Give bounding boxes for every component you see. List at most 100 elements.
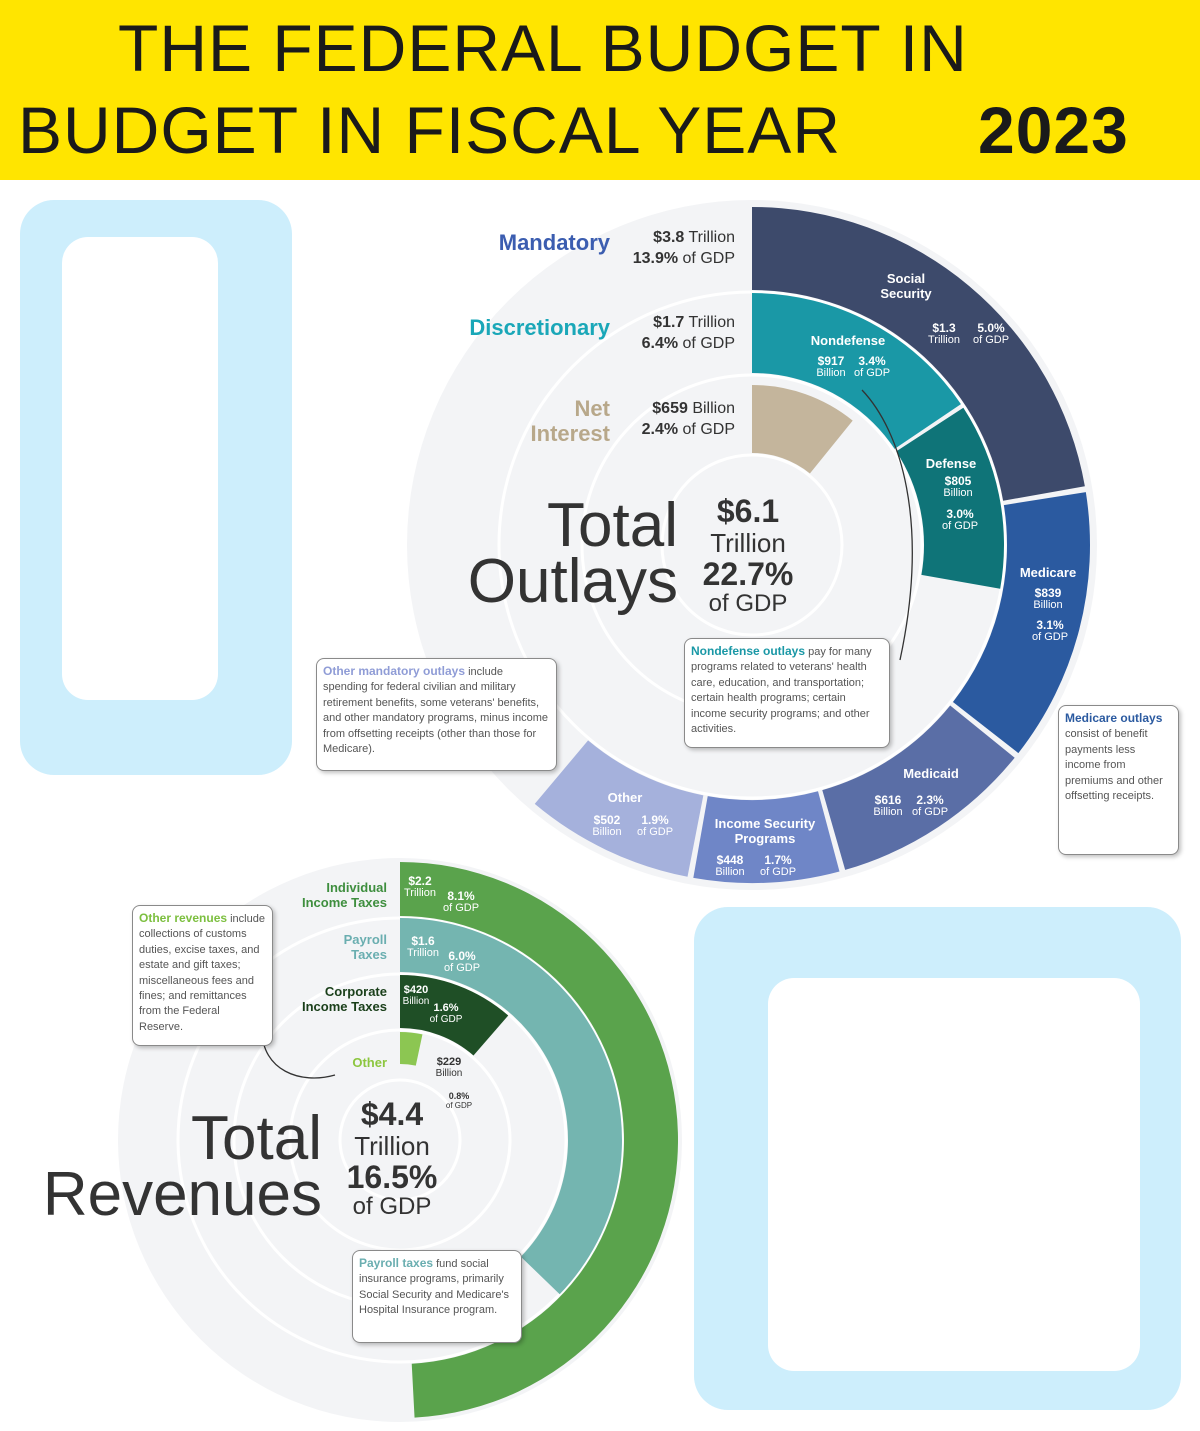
value: $839 — [1034, 586, 1062, 600]
segment-name: Other — [607, 790, 643, 805]
ring-segment — [400, 975, 509, 1056]
ring-segment — [896, 407, 1005, 589]
value: $1.6 — [411, 934, 435, 948]
value: 3.0% — [946, 507, 974, 521]
value: 1.6% — [433, 1002, 459, 1014]
value-unit: Billion — [435, 1068, 463, 1079]
segment-name: Medicare — [1019, 565, 1077, 580]
value-unit: Billion — [402, 996, 430, 1007]
note-title: Payroll taxes — [359, 1256, 434, 1270]
total-label: Outlays — [467, 547, 678, 616]
note-box: Other revenues include collections of cu… — [132, 905, 273, 1046]
value-block: 0.8% of GDP — [446, 1092, 472, 1110]
value: 5.0% — [977, 321, 1005, 335]
value-unit: Trillion — [928, 334, 960, 346]
value-unit: of GDP — [682, 249, 735, 267]
ring-segment — [752, 385, 853, 474]
value: $420 — [403, 984, 429, 996]
total-value: Trillion — [710, 528, 786, 558]
value-block: 3.4% of GDP — [854, 355, 890, 379]
value: 6.0% — [448, 949, 476, 963]
value-block: $616 Billion — [873, 794, 902, 818]
value-unit: of GDP — [443, 962, 481, 974]
total-value: 22.7% — [702, 556, 794, 592]
value: 1.7% — [764, 853, 792, 867]
value: $805 — [944, 474, 972, 488]
value: $616 — [874, 793, 902, 807]
header: THE FEDERAL BUDGET IN BUDGET IN FISCAL Y… — [0, 0, 1200, 180]
value-unit: Trillion — [688, 314, 735, 331]
value-unit: Trillion — [404, 887, 436, 899]
segment-name: Medicaid — [903, 766, 959, 781]
note-box: Nondefense outlays pay for many programs… — [684, 638, 890, 748]
value: $1.3 — [932, 321, 956, 335]
note-text: consist of benefit payments less income … — [1065, 728, 1163, 802]
ring-segment — [693, 791, 840, 883]
value: $917 — [817, 354, 845, 368]
ring-segment — [822, 705, 1015, 870]
segment-name: Defense — [925, 456, 977, 471]
value-unit: of GDP — [636, 826, 674, 838]
value-block: $1.3 Trillion — [928, 322, 960, 346]
note-text: fund social insurance programs, primaril… — [359, 1258, 510, 1317]
value-block: $2.2 Trillion — [404, 875, 436, 899]
value: $229 — [436, 1056, 462, 1068]
value: 0.8% — [448, 1091, 470, 1101]
value-block: $448 Billion — [715, 854, 744, 878]
value-unit: of GDP — [445, 1101, 473, 1110]
total-value: Trillion — [354, 1131, 430, 1161]
value-unit: Billion — [1033, 599, 1063, 611]
total-value: of GDP — [352, 1193, 432, 1220]
value-block: $229 Billion — [436, 1057, 463, 1079]
segment-name: Mandatory — [498, 230, 610, 255]
value-unit: Billion — [715, 866, 745, 878]
value-block: 3.0% of GDP — [942, 508, 978, 532]
value-block: $839 Billion — [1033, 587, 1062, 611]
note-text: pay for many programs related to veteran… — [691, 646, 872, 735]
ring-segment — [400, 918, 622, 1295]
value-block: $420 Billion — [403, 985, 430, 1007]
total-label: Total — [547, 491, 678, 560]
value-block: $917 Billion — [816, 355, 845, 379]
value: $1.7 — [653, 314, 685, 331]
value-block: 8.1% of GDP — [443, 890, 479, 914]
note-box: Other mandatory outlays include spending… — [316, 658, 557, 771]
total-value: of GDP — [708, 590, 788, 617]
value-unit: of GDP — [1031, 631, 1069, 643]
value: 2.4% — [641, 420, 679, 438]
value-block: 1.7% of GDP — [760, 854, 796, 878]
segment-name: Discretionary — [469, 315, 610, 340]
segment-name: Corporate Income Taxes — [301, 984, 387, 1014]
placeholder-inner — [62, 237, 218, 700]
value: 8.1% — [447, 889, 475, 903]
segment-name: Other — [352, 1055, 387, 1070]
value-block: $502 Billion — [592, 814, 621, 838]
value: 3.1% — [1036, 618, 1064, 632]
value: 1.9% — [641, 813, 669, 827]
note-title: Medicare outlays — [1065, 711, 1163, 725]
value-unit: Trillion — [407, 947, 439, 959]
note-title: Nondefense outlays — [691, 644, 806, 658]
title-year: 2023 — [978, 93, 1129, 167]
segment-name: Individual Income Taxes — [301, 880, 387, 910]
legend-value: $1.7 Trillion 6.4% of GDP — [620, 313, 735, 355]
note-box: Payroll taxes fund social insurance prog… — [352, 1250, 522, 1343]
value-unit: of GDP — [682, 334, 735, 352]
value: $3.8 — [653, 229, 685, 246]
value-block: 1.6% of GDP — [430, 1003, 463, 1025]
title-line: BUDGET IN FISCAL YEAR — [18, 93, 841, 167]
ring-segment — [534, 740, 704, 877]
note-title: Other revenues — [139, 911, 228, 925]
segment-name: Social Security — [880, 271, 932, 301]
ring-segment — [752, 207, 1085, 501]
ring-segment — [400, 862, 679, 1418]
value-unit: of GDP — [972, 334, 1010, 346]
value: $448 — [716, 853, 744, 867]
value-unit: of GDP — [429, 1014, 463, 1025]
ring-segment — [400, 1032, 423, 1066]
value-unit: Billion — [816, 367, 846, 379]
segment-name: Net Interest — [530, 396, 610, 447]
segment-name: Income Security Programs — [714, 816, 816, 846]
value-unit: Billion — [873, 806, 903, 818]
